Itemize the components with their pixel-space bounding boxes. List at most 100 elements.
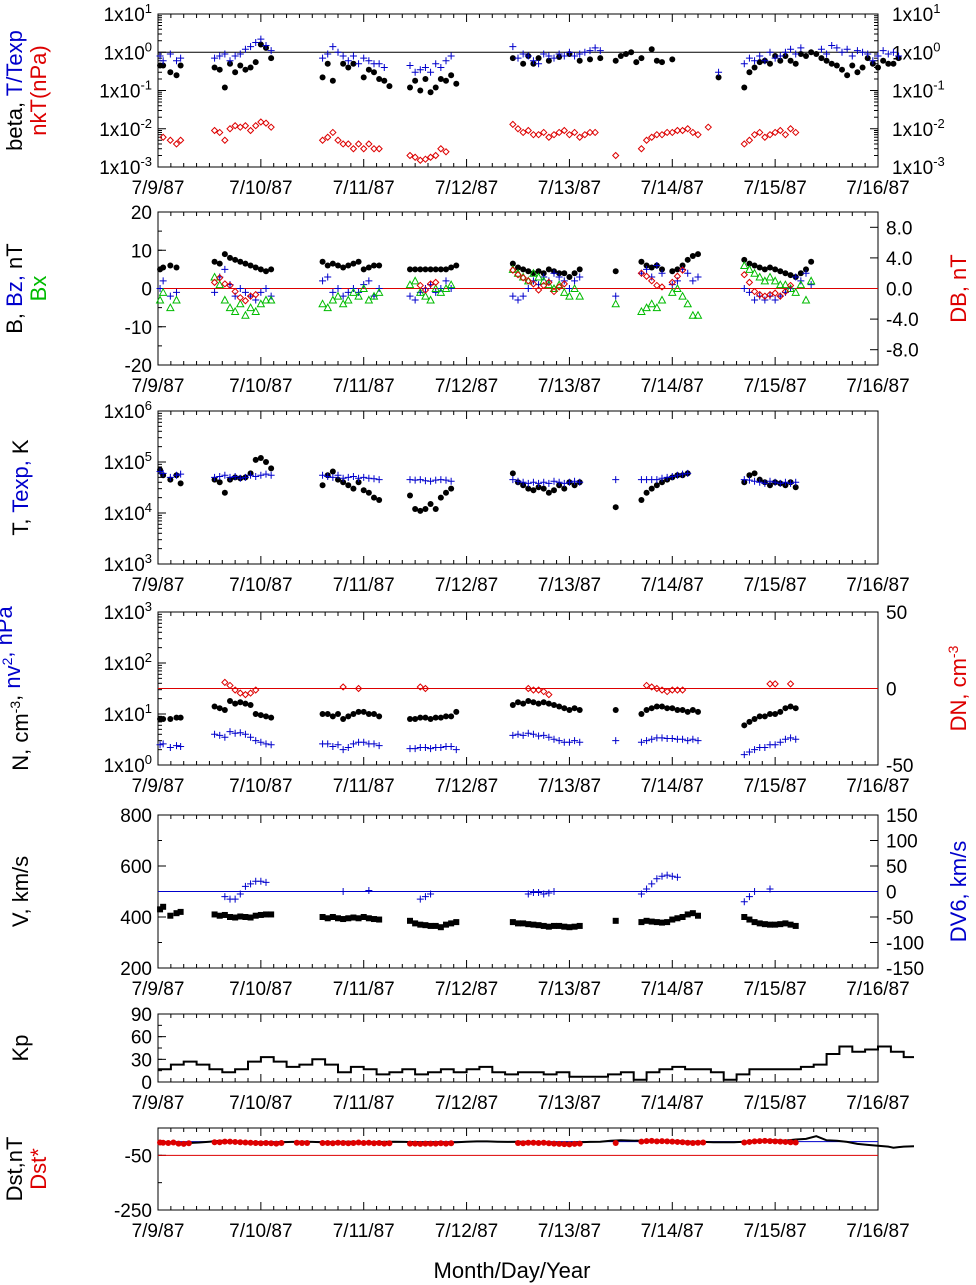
data-point [273,1140,280,1147]
data-point [695,708,701,715]
data-point [746,260,753,267]
data-point [803,266,809,273]
data-point [586,47,594,55]
data-point [534,272,543,281]
y-tick-label: 1x104 [104,500,152,525]
data-point [515,699,521,706]
data-point [166,744,174,752]
data-point [689,706,696,713]
data-point [365,1139,372,1146]
data-point [216,52,224,60]
data-point [211,730,219,738]
data-point [227,1138,233,1145]
panel-T: 7/9/87 7/10/87 7/11/87 7/12/87 7/13/87 7/14/8… [8,398,910,596]
data-point [581,48,589,56]
data-point [653,482,660,489]
data-point [448,1140,455,1147]
data-point [437,1140,444,1147]
data-point [792,50,800,58]
data-point [167,69,174,76]
data-point [432,266,439,273]
data-point [329,743,337,751]
data-point [432,922,439,929]
data-point [658,269,666,277]
data-point [237,1139,244,1146]
data-point [551,487,557,494]
x-tick-label: 7/11/87 [333,1221,395,1242]
data-point [349,145,358,153]
data-point [365,886,373,894]
data-point [540,478,548,486]
x-tick-label: 7/15/87 [743,376,806,397]
data-point [658,283,666,291]
data-point [751,715,758,722]
data-point [427,477,435,485]
data-point [155,295,165,304]
data-point [371,711,377,717]
data-point [340,916,347,923]
data-point [509,470,516,477]
data-point [509,292,517,300]
data-point [767,60,773,67]
data-point [344,744,352,752]
y-axis-label: N, cm-3, nv2, nPa [0,605,33,770]
series-1 [156,468,800,487]
x-tick-label: 7/14/87 [641,178,704,199]
data-point [359,283,369,292]
data-point [241,882,249,890]
data-point [859,64,866,71]
data-point [422,714,429,721]
data-point [405,280,415,289]
data-point [427,89,434,96]
data-point [782,920,789,927]
data-point [550,735,558,743]
y-axis-label-right: DB, nT [946,254,971,322]
data-point [550,287,558,296]
data-point [756,713,763,720]
data-point [158,287,168,296]
data-point [365,66,372,73]
data-point [242,1139,249,1146]
data-point [431,283,441,292]
x-tick-label: 7/16/87 [846,1093,909,1114]
data-point [679,1139,686,1146]
data-point [278,1140,285,1147]
data-point [535,60,543,68]
y-tick-label: 1x103 [104,551,152,576]
data-point [695,1139,701,1146]
y-axis-label-2: Bx [26,276,51,302]
data-point [221,84,228,91]
data-point [221,706,228,713]
data-point [540,281,548,290]
data-point [354,140,363,148]
data-point [221,251,228,258]
data-point [350,711,357,717]
data-point [211,473,219,481]
data-point [797,44,805,52]
data-point [545,1140,552,1147]
data-point [257,712,264,719]
data-point [612,292,620,300]
data-point [256,299,266,308]
data-point [529,730,537,738]
x-tick-label: 7/12/87 [435,178,498,199]
y-tick-label: 60 [131,1028,152,1049]
data-point [688,310,698,319]
data-point [329,128,337,137]
data-point [638,711,645,717]
y-tick-label-right: 150 [886,806,918,827]
data-point [756,1138,763,1145]
data-point [319,914,326,920]
panel-B: 7/9/87 7/10/87 7/11/87 7/12/87 7/13/87 7/14/8… [2,203,971,397]
data-point [329,468,336,475]
data-point [839,66,845,73]
x-tick-label: 7/13/87 [538,376,601,397]
data-point [565,291,574,300]
data-point [771,128,779,137]
data-point [267,471,275,479]
y-axis-label: Kp [8,1035,33,1062]
series-1 [221,871,774,906]
data-point [535,1140,542,1147]
data-point [786,283,795,292]
data-point [173,72,180,79]
